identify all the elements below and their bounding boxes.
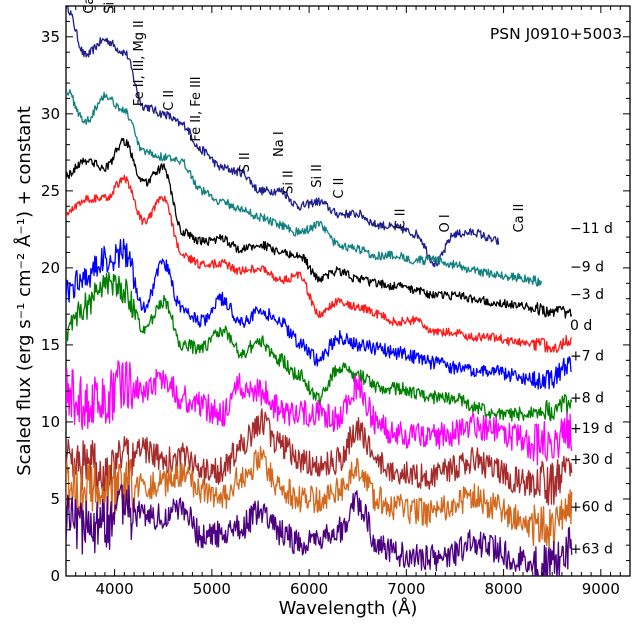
y-tick-label: 0 — [50, 567, 60, 585]
epoch-label: +8 d — [570, 390, 604, 406]
x-tick-label: 8000 — [484, 580, 522, 598]
x-tick-label: 9000 — [582, 580, 620, 598]
x-axis-label: Wavelength (Å) — [279, 597, 418, 619]
y-tick-label: 25 — [41, 182, 60, 200]
spectrum-line — [66, 271, 573, 422]
line-annotations: Ca II Si II Fe II, III, Mg II C II Fe II, Fe… — [82, 0, 527, 233]
line-annotation: Fe II, III, Mg II — [132, 20, 147, 106]
line-annotation: Ca II — [512, 204, 527, 233]
line-annotation: Na I — [272, 131, 287, 157]
line-annotation: O I — [438, 214, 453, 232]
axis-ticks — [65, 5, 631, 577]
line-annotation: Si II — [103, 0, 118, 14]
x-tick-label: 7000 — [387, 580, 425, 598]
epoch-label: −9 d — [570, 259, 604, 275]
x-tick-label: 5000 — [193, 580, 231, 598]
y-axis-label: Scaled flux (erg s⁻¹ cm⁻² Å⁻¹) + constan… — [13, 106, 35, 476]
line-annotation: Si II — [310, 164, 325, 188]
spectrum-lines — [66, 6, 573, 576]
epoch-labels: −11 d −9 d −3 d 0 d +7 d +8 d +19 d +30 d +60 d +… — [570, 221, 613, 557]
spectrum-line — [66, 483, 573, 576]
spectrum-line — [66, 360, 573, 466]
epoch-label: +7 d — [570, 349, 604, 365]
epoch-label: −11 d — [570, 221, 613, 237]
y-tick-label: 10 — [41, 413, 60, 431]
axis-tick-labels: 4000 5000 6000 7000 8000 9000 0 5 10 15 20 25 30 35 — [41, 28, 620, 598]
epoch-label: +60 d — [570, 500, 613, 516]
epoch-label: +19 d — [570, 421, 613, 437]
spectrum-line — [66, 174, 573, 354]
spectrum-line — [66, 238, 572, 390]
spectrum-line — [66, 6, 500, 268]
x-tick-label: 4000 — [96, 580, 134, 598]
line-annotation: C II — [162, 90, 177, 111]
line-annotation: Ca II — [82, 0, 97, 14]
spectrum-line — [66, 408, 573, 506]
spectrum-line — [66, 89, 543, 287]
spectrum-line — [66, 137, 573, 319]
y-tick-label: 35 — [41, 28, 60, 46]
line-annotation: Si II — [282, 170, 297, 194]
spectrum-line — [66, 446, 573, 552]
epoch-label: +63 d — [570, 541, 613, 557]
y-tick-label: 30 — [41, 105, 60, 123]
line-annotation: Fe II, Fe III — [189, 76, 204, 141]
chart-title: PSN J0910+5003 — [490, 25, 622, 43]
y-tick-label: 15 — [41, 336, 60, 354]
epoch-label: +30 d — [570, 452, 613, 468]
y-tick-label: 20 — [41, 259, 60, 277]
line-annotation: C II — [332, 178, 347, 199]
x-tick-label: 6000 — [290, 580, 328, 598]
y-tick-label: 5 — [50, 490, 60, 508]
epoch-label: 0 d — [570, 318, 592, 334]
line-annotation: C II — [393, 209, 408, 230]
epoch-label: −3 d — [570, 287, 604, 303]
line-annotation: S II — [238, 152, 253, 172]
